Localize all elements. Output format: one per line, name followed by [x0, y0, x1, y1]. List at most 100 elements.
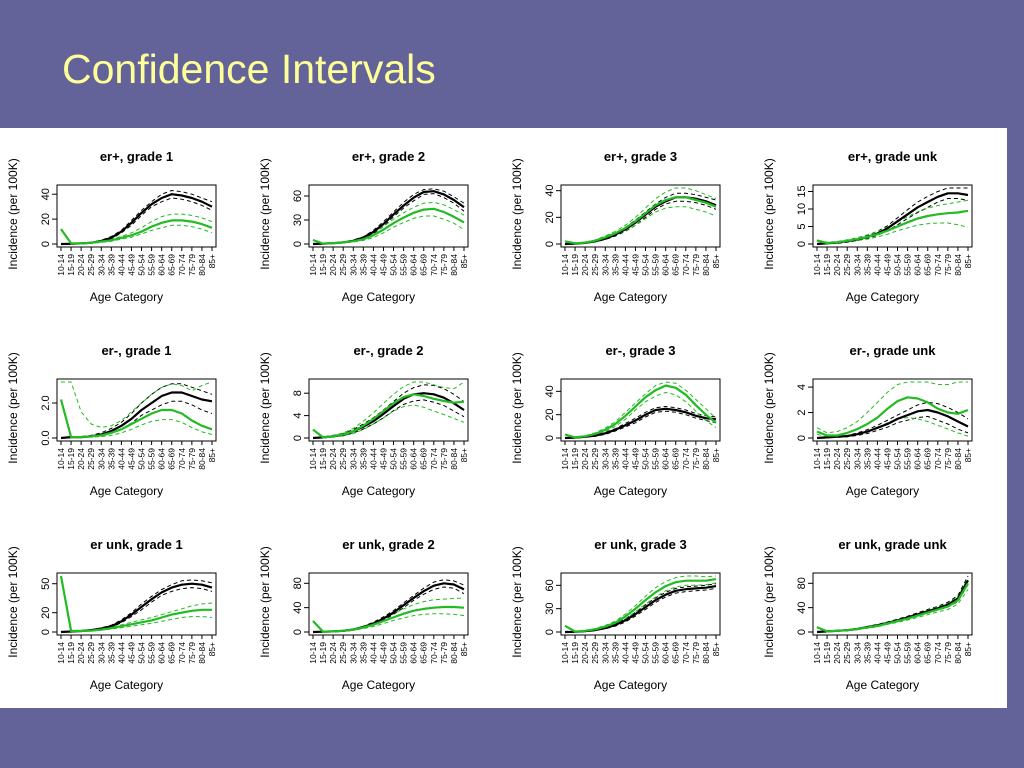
x-axis-label: Age Category: [342, 678, 415, 692]
y-axis-label: Incidence (per 100K): [6, 352, 20, 463]
x-tick-label: 60-64: [913, 448, 923, 470]
x-tick-label: 15-19: [66, 254, 76, 276]
x-tick-label: 10-14: [560, 254, 570, 276]
plot-panel: er+, grade 1 0 20 40 Incidence (per 100K) 10-…: [0, 128, 1007, 708]
x-tick-label: 85+: [459, 254, 469, 268]
x-tick-label: 55-59: [651, 254, 661, 276]
series-line-confidence-bound: [312, 188, 465, 245]
x-tick-label: 10-14: [56, 448, 66, 470]
series-line-estimate: [816, 396, 969, 437]
x-tick-label: 80-84: [701, 254, 711, 276]
x-tick-label: 30-34: [852, 642, 862, 664]
x-tick-label: 60-64: [409, 448, 419, 470]
x-tick-label: 60-64: [661, 642, 671, 664]
x-tick-label: 10-14: [56, 642, 66, 664]
x-tick-label: 40-44: [116, 254, 126, 276]
x-tick-label: 20-24: [328, 448, 338, 470]
chart-title: er+, grade 3: [604, 149, 677, 164]
x-tick-label: 75-79: [943, 642, 953, 664]
x-tick-label: 15-19: [66, 448, 76, 470]
chart-11: er unk, grade unk 0 40 80 Incidence (per 100…: [762, 537, 973, 692]
x-tick-label: 85+: [963, 448, 973, 462]
y-tick-label: 60: [544, 579, 556, 591]
y-tick-label: 2: [796, 409, 808, 415]
x-tick-label: 60-64: [913, 642, 923, 664]
chart-3: er+, grade unk 0 5 10 15 Incidence (per 100K)…: [762, 149, 973, 304]
x-tick-label: 55-59: [399, 448, 409, 470]
series-line-estimate: [312, 190, 465, 246]
x-tick-label: 40-44: [368, 254, 378, 276]
y-tick-label: 80: [796, 577, 808, 589]
series-line-estimate: [59, 575, 212, 633]
x-tick-label: 40-44: [872, 642, 882, 664]
x-tick-label: 55-59: [399, 642, 409, 664]
x-tick-label: 30-34: [600, 254, 610, 276]
x-tick-label: 55-59: [147, 642, 157, 664]
series-line-estimate: [312, 207, 465, 245]
plot-frame: [560, 572, 721, 636]
x-tick-label: 80-84: [197, 642, 207, 664]
chart-4: er-, grade 1 0.0 2.0 Incidence (per 100K) 10…: [6, 343, 217, 498]
x-tick-label: 85+: [207, 642, 217, 656]
series-line-confidence-bound: [60, 190, 213, 245]
y-tick-label: 0: [292, 241, 304, 247]
chart-title: er-, grade 3: [605, 343, 675, 358]
x-tick-label: 45-49: [126, 448, 136, 470]
x-axis-label: Age Category: [90, 678, 163, 692]
x-tick-label: 45-49: [882, 254, 892, 276]
y-tick-label: 40: [40, 188, 52, 200]
x-tick-label: 45-49: [126, 254, 136, 276]
x-tick-label: 70-74: [681, 642, 691, 664]
x-tick-label: 65-69: [419, 642, 429, 664]
x-tick-label: 50-54: [137, 448, 147, 470]
series-line-confidence-bound: [564, 200, 717, 245]
x-tick-label: 75-79: [187, 642, 197, 664]
x-axis-label: Age Category: [846, 484, 919, 498]
x-tick-label: 85+: [207, 254, 217, 268]
y-tick-label: 4: [796, 384, 808, 390]
x-tick-label: 20-24: [832, 448, 842, 470]
x-tick-label: 80-84: [953, 448, 963, 470]
x-tick-label: 10-14: [812, 448, 822, 470]
x-tick-label: 10-14: [812, 254, 822, 276]
x-tick-label: 15-19: [822, 642, 832, 664]
y-tick-label: 0: [544, 629, 556, 635]
x-tick-label: 50-54: [389, 448, 399, 470]
series-line-estimate: [312, 393, 465, 439]
plot-frame: [812, 378, 973, 442]
x-tick-label: 30-34: [852, 254, 862, 276]
x-tick-label: 20-24: [76, 254, 86, 276]
x-tick-label: 20-24: [76, 642, 86, 664]
x-tick-label: 25-29: [590, 642, 600, 664]
series-line-confidence-bound: [312, 586, 465, 633]
x-tick-label: 75-79: [691, 254, 701, 276]
x-tick-label: 65-69: [923, 642, 933, 664]
x-tick-label: 20-24: [580, 254, 590, 276]
series-line-confidence-bound: [816, 589, 969, 633]
x-tick-label: 75-79: [943, 448, 953, 470]
x-tick-label: 65-69: [419, 254, 429, 276]
y-axis-label: Incidence (per 100K): [510, 158, 524, 269]
series-line-confidence-bound: [816, 575, 969, 633]
x-tick-label: 10-14: [56, 254, 66, 276]
series-line-estimate: [816, 408, 969, 440]
chart-title: er-, grade 1: [101, 343, 171, 358]
series-line-estimate: [564, 384, 717, 439]
x-axis-label: Age Category: [342, 484, 415, 498]
x-tick-label: 60-64: [661, 254, 671, 276]
x-tick-label: 65-69: [167, 254, 177, 276]
x-tick-label: 20-24: [832, 642, 842, 664]
x-tick-label: 40-44: [872, 254, 882, 276]
x-tick-label: 30-34: [600, 448, 610, 470]
series-line-estimate: [816, 209, 969, 245]
x-axis-label: Age Category: [594, 678, 667, 692]
x-tick-label: 70-74: [933, 642, 943, 664]
x-tick-label: 55-59: [651, 642, 661, 664]
x-axis-label: Age Category: [594, 290, 667, 304]
series-line-confidence-bound: [61, 381, 213, 428]
x-tick-label: 70-74: [429, 254, 439, 276]
series-line-estimate: [60, 582, 213, 634]
series-line-estimate: [59, 399, 213, 439]
x-tick-label: 15-19: [822, 254, 832, 276]
x-tick-label: 65-69: [923, 448, 933, 470]
